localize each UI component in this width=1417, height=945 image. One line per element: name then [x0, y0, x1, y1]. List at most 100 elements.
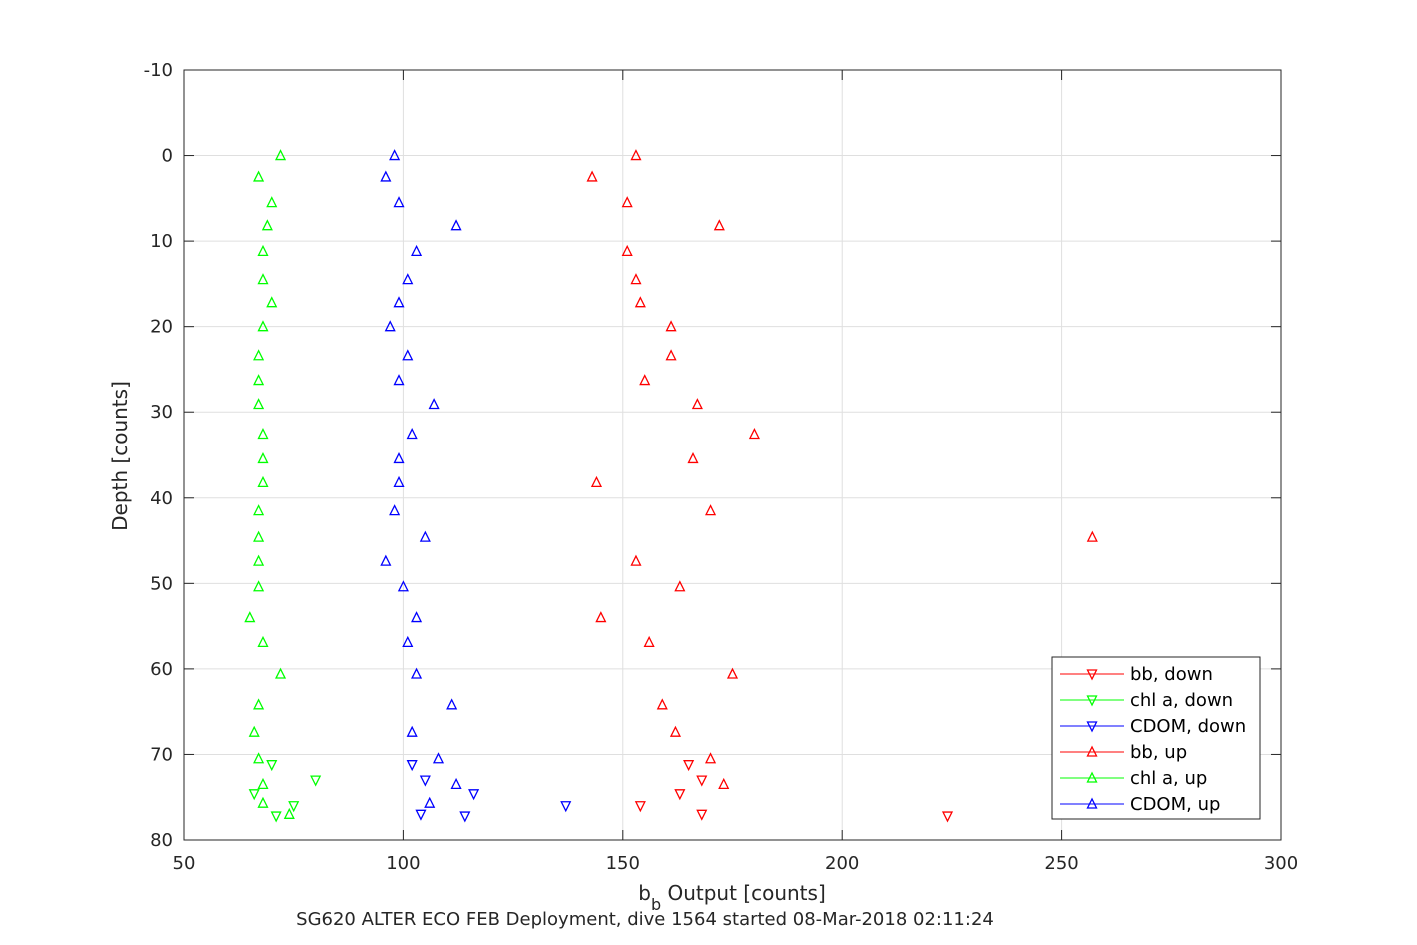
- data-point: [696, 775, 708, 787]
- data-point: [683, 760, 695, 772]
- data-point: [253, 698, 265, 710]
- y-tick-label: 50: [150, 573, 173, 594]
- data-point: [270, 811, 282, 823]
- data-point: [261, 219, 273, 231]
- data-point: [266, 296, 278, 308]
- data-point: [674, 789, 686, 801]
- data-point: [389, 504, 401, 516]
- data-point: [406, 725, 418, 737]
- y-tick-label: 60: [150, 659, 173, 680]
- data-point: [384, 320, 396, 332]
- data-point: [393, 296, 405, 308]
- legend-label: CDOM, up: [1130, 794, 1220, 815]
- series-1: [248, 760, 322, 823]
- data-point: [257, 273, 269, 285]
- legend-marker: [1086, 771, 1098, 783]
- data-point: [244, 611, 256, 623]
- data-point: [310, 775, 322, 787]
- data-point: [402, 349, 414, 361]
- legend: bb, down chl a, down CDOM, down bb, up chl a…: [1051, 656, 1261, 820]
- legend-box: [1051, 656, 1261, 820]
- data-point: [705, 504, 717, 516]
- data-point: [450, 777, 462, 790]
- data-point: [590, 475, 603, 488]
- data-point: [411, 611, 423, 623]
- data-point: [630, 273, 642, 285]
- data-point: [726, 667, 739, 679]
- y-tick-label: 30: [150, 402, 173, 423]
- data-point: [274, 667, 287, 679]
- x-tick-label: 50: [173, 853, 196, 874]
- y-tick-label: 40: [150, 488, 173, 509]
- data-point: [253, 398, 265, 410]
- data-point: [257, 244, 269, 257]
- y-axis-label: Depth [counts]: [108, 381, 132, 531]
- data-point: [630, 554, 642, 566]
- data-point: [639, 374, 651, 386]
- data-point: [257, 475, 269, 488]
- data-point: [406, 760, 418, 772]
- data-points: [244, 149, 1098, 823]
- legend-marker: [1086, 745, 1098, 757]
- data-point: [450, 219, 462, 231]
- data-point: [402, 273, 414, 285]
- data-point: [402, 635, 414, 648]
- data-point: [389, 149, 401, 161]
- data-point: [380, 554, 392, 566]
- data-point: [257, 796, 269, 808]
- data-point: [669, 725, 682, 737]
- legend-label: bb, down: [1130, 664, 1213, 685]
- data-point: [691, 398, 703, 410]
- data-point: [393, 475, 405, 488]
- data-point: [397, 580, 409, 592]
- y-tick-label: 70: [150, 744, 173, 765]
- data-point: [446, 698, 458, 710]
- data-point: [634, 801, 646, 813]
- plot-area-frame: [183, 69, 1282, 841]
- data-point: [713, 219, 725, 231]
- data-point: [253, 752, 265, 764]
- legend-marker: [1086, 669, 1098, 681]
- data-point: [266, 196, 278, 208]
- data-point: [595, 611, 607, 623]
- data-point: [586, 170, 598, 182]
- series-4: [244, 149, 295, 819]
- data-point: [634, 296, 646, 308]
- data-point: [419, 775, 431, 787]
- axis-ticks: 50 100 150 200 250 300 -10 0 10 20 30 40 50 60 70 80: [144, 60, 1299, 874]
- data-point: [253, 580, 265, 592]
- data-point: [665, 320, 677, 332]
- x-tick-label: 300: [1264, 853, 1298, 874]
- data-point: [257, 320, 269, 332]
- data-point: [621, 244, 633, 257]
- data-point: [411, 244, 423, 257]
- legend-marker: [1086, 695, 1098, 707]
- data-point: [687, 451, 699, 464]
- data-point: [696, 809, 708, 821]
- data-point: [432, 752, 445, 764]
- data-point: [411, 667, 423, 679]
- y-tick-label: 80: [150, 830, 173, 851]
- data-point: [393, 196, 405, 208]
- series-2: [406, 760, 572, 823]
- x-axis-label: bb Output [counts]: [638, 881, 826, 914]
- data-point: [1086, 530, 1098, 542]
- data-point: [248, 789, 260, 801]
- data-point: [253, 530, 265, 542]
- data-point: [266, 760, 278, 772]
- x-tick-label: 150: [606, 853, 640, 874]
- data-point: [406, 428, 418, 440]
- data-point: [468, 789, 480, 801]
- data-point: [380, 170, 392, 182]
- series-5: [380, 149, 462, 808]
- data-point: [253, 349, 265, 361]
- legend-label: CDOM, down: [1130, 716, 1246, 737]
- y-tick-label: 20: [150, 317, 173, 338]
- x-tick-label: 200: [825, 853, 859, 874]
- data-point: [643, 635, 655, 648]
- chart-caption: SG620 ALTER ECO FEB Deployment, dive 156…: [296, 909, 994, 930]
- data-point: [253, 374, 265, 386]
- data-point: [274, 149, 287, 161]
- data-point: [419, 530, 431, 542]
